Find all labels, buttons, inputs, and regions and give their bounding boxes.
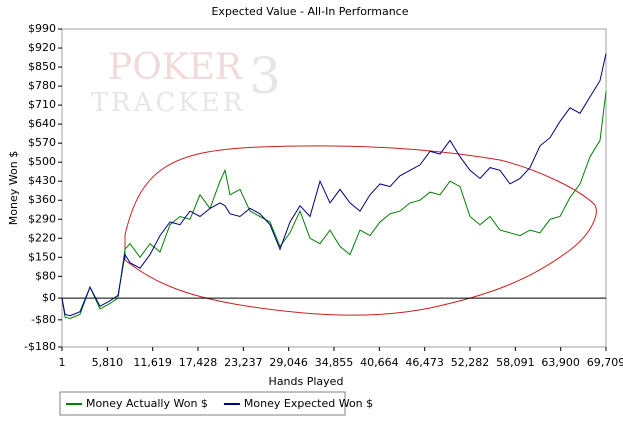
x-tick-label: 58,091 <box>496 356 535 369</box>
y-tick-label: -$180 <box>24 340 56 353</box>
plot-area <box>61 28 607 348</box>
series-line <box>61 91 607 320</box>
x-tick-label: 23,237 <box>224 356 263 369</box>
y-tick-label: $0 <box>42 291 56 304</box>
y-tick-label: $780 <box>28 79 56 92</box>
watermark: POKER <box>108 47 243 88</box>
y-tick-label: $500 <box>28 155 56 168</box>
chart-title: Expected Value - All-In Performance <box>211 5 408 18</box>
x-tick-label: 11,619 <box>133 356 172 369</box>
x-tick-label: 69,709 <box>587 356 623 369</box>
legend <box>59 391 346 416</box>
legend-label: Money Actually Won $ <box>86 397 208 410</box>
y-tick-label: $80 <box>35 269 56 282</box>
highlight-ellipse <box>124 145 597 316</box>
y-tick-label: $990 <box>28 22 56 35</box>
legend-label: Money Expected Won $ <box>244 397 373 410</box>
y-tick-label: $360 <box>28 193 56 206</box>
y-tick-label: $290 <box>28 212 56 225</box>
x-tick-label: 40,664 <box>360 356 399 369</box>
y-tick-label: -$80 <box>31 313 56 326</box>
series-line <box>61 53 607 317</box>
watermark: TRACKER <box>91 88 246 118</box>
y-tick-label: $150 <box>28 250 56 263</box>
y-tick-label: $430 <box>28 174 56 187</box>
y-tick-label: $640 <box>28 117 56 130</box>
x-tick-label: 52,282 <box>451 356 490 369</box>
x-tick-label: 1 <box>59 356 66 369</box>
y-axis-label: Money Won $ <box>7 151 20 225</box>
x-tick-label: 5,810 <box>92 356 124 369</box>
y-tick-label: $220 <box>28 231 56 244</box>
y-tick-label: $850 <box>28 60 56 73</box>
y-tick-label: $570 <box>28 136 56 149</box>
x-tick-label: 63,900 <box>541 356 580 369</box>
watermark: 3 <box>249 47 281 105</box>
x-axis-label: Hands Played <box>269 375 344 388</box>
x-tick-label: 34,855 <box>315 356 354 369</box>
y-tick-label: $920 <box>28 41 56 54</box>
y-tick-label: $710 <box>28 98 56 111</box>
x-tick-label: 29,046 <box>269 356 308 369</box>
x-tick-label: 46,473 <box>405 356 444 369</box>
x-tick-label: 17,428 <box>179 356 218 369</box>
